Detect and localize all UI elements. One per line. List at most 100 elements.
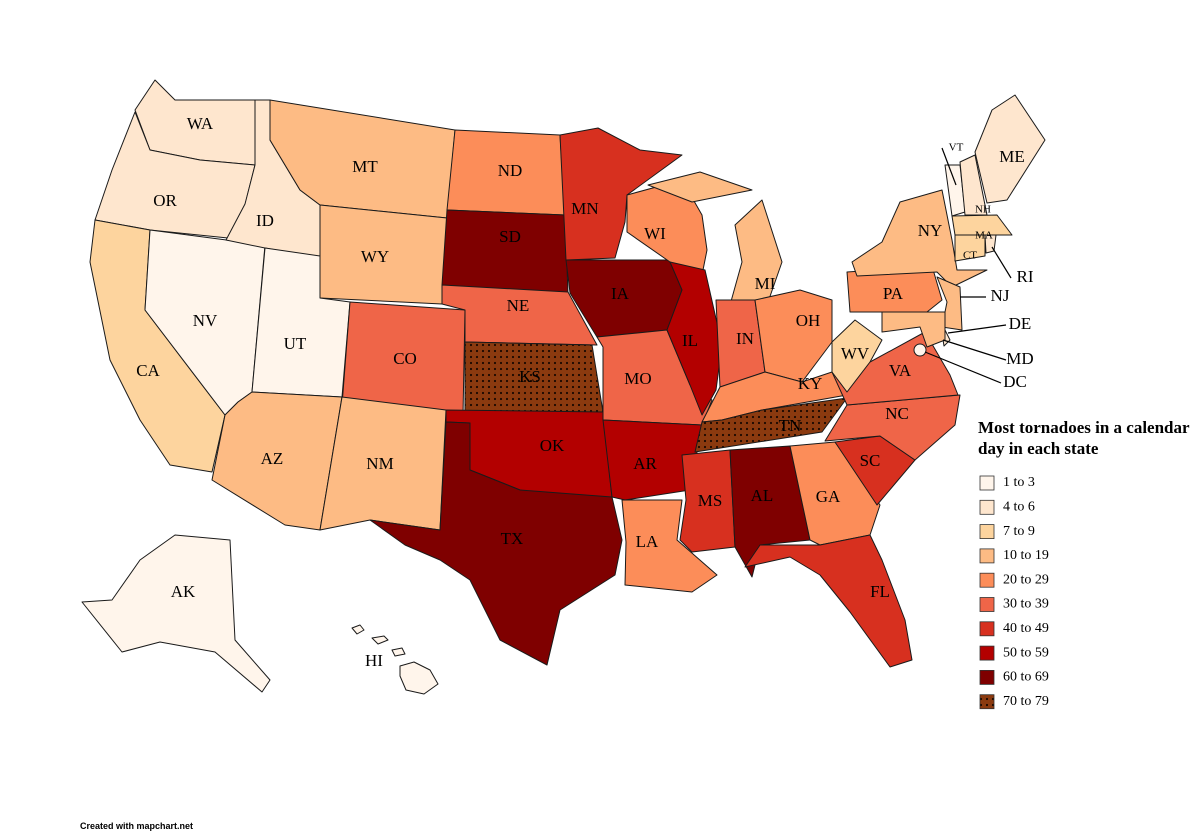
state bbox=[974, 94, 1046, 204]
state bbox=[744, 534, 913, 668]
state-label: GA bbox=[816, 487, 841, 506]
state-label: SD bbox=[499, 227, 521, 246]
state-label: TX bbox=[501, 529, 524, 548]
legend-label: 40 to 49 bbox=[1003, 621, 1049, 636]
states bbox=[81, 79, 1046, 695]
state-label: AK bbox=[171, 582, 196, 601]
legend-label: 60 to 69 bbox=[1003, 670, 1049, 685]
state-label: MN bbox=[571, 199, 598, 218]
state bbox=[369, 421, 623, 666]
credit: Created with mapchart.net bbox=[80, 821, 193, 831]
legend: Most tornadoes in a calendar day in each… bbox=[978, 418, 1190, 710]
legend-swatch bbox=[979, 475, 995, 491]
state bbox=[754, 289, 833, 383]
state-label: MO bbox=[624, 369, 651, 388]
legend-label: 70 to 79 bbox=[1003, 694, 1049, 709]
state-label: TN bbox=[779, 416, 802, 435]
leader-line bbox=[941, 147, 957, 186]
state bbox=[831, 319, 883, 393]
legend-title: day in each state bbox=[978, 439, 1099, 458]
state-label: IA bbox=[611, 284, 630, 303]
state-label: AL bbox=[751, 486, 774, 505]
state-label: NJ bbox=[991, 286, 1010, 305]
state bbox=[851, 189, 988, 288]
state bbox=[666, 261, 723, 416]
state-label: NH bbox=[975, 204, 991, 216]
state-label: HI bbox=[365, 651, 383, 670]
state-label: WV bbox=[841, 344, 870, 363]
state-label: NY bbox=[918, 221, 943, 240]
state-label: NM bbox=[366, 454, 393, 473]
legend-label: 50 to 59 bbox=[1003, 645, 1049, 660]
state-label: KS bbox=[519, 367, 541, 386]
state bbox=[621, 499, 718, 593]
state-label: LA bbox=[636, 532, 659, 551]
leader-line bbox=[924, 351, 1002, 384]
state bbox=[824, 394, 961, 461]
legend-swatch bbox=[979, 548, 995, 564]
state-label: PA bbox=[883, 284, 904, 303]
state-label: ND bbox=[498, 161, 523, 180]
legend-swatch bbox=[979, 572, 995, 588]
state-label: VT bbox=[949, 142, 964, 154]
state-label: NE bbox=[507, 296, 530, 315]
leader-line bbox=[947, 324, 1007, 334]
state-label: WI bbox=[644, 224, 666, 243]
state bbox=[954, 234, 986, 262]
state-label: AZ bbox=[261, 449, 284, 468]
state-label: OH bbox=[796, 311, 821, 330]
state-label: UT bbox=[284, 334, 307, 353]
state-label: IN bbox=[736, 329, 754, 348]
legend-label: 1 to 3 bbox=[1003, 475, 1035, 490]
state-label: SC bbox=[860, 451, 881, 470]
state bbox=[936, 276, 963, 331]
state-label: WA bbox=[187, 114, 214, 133]
legend-title: Most tornadoes in a calendar bbox=[978, 418, 1190, 437]
state-label: MD bbox=[1006, 349, 1033, 368]
state-label: OR bbox=[153, 191, 177, 210]
leader-line bbox=[991, 246, 1012, 279]
leader-line bbox=[942, 339, 1007, 361]
legend-swatch bbox=[979, 670, 995, 685]
legend-swatch bbox=[979, 499, 995, 515]
legend-swatch bbox=[979, 645, 995, 661]
state-label: ME bbox=[999, 147, 1025, 166]
state bbox=[351, 624, 439, 695]
state bbox=[951, 214, 1013, 236]
state-label: MA bbox=[975, 230, 993, 242]
state-label: CA bbox=[136, 361, 160, 380]
state-label: ID bbox=[256, 211, 274, 230]
state-label: RI bbox=[1017, 267, 1034, 286]
state bbox=[81, 534, 271, 693]
state-label: MI bbox=[755, 274, 776, 293]
state-label: NC bbox=[885, 404, 909, 423]
state-label: VA bbox=[889, 361, 912, 380]
state-label: KY bbox=[798, 374, 823, 393]
legend-swatch bbox=[979, 694, 995, 710]
legend-label: 10 to 19 bbox=[1003, 548, 1049, 563]
state-label: FL bbox=[870, 582, 890, 601]
state-label: IL bbox=[682, 331, 698, 350]
state-label: AR bbox=[633, 454, 657, 473]
state-label: OK bbox=[540, 436, 565, 455]
state bbox=[881, 311, 946, 348]
legend-label: 20 to 29 bbox=[1003, 572, 1049, 587]
state bbox=[913, 343, 927, 357]
legend-label: 4 to 6 bbox=[1003, 500, 1035, 515]
state-label: CT bbox=[963, 250, 977, 262]
legend-swatch bbox=[979, 621, 995, 637]
state-label: MT bbox=[352, 157, 378, 176]
state-label: MS bbox=[698, 491, 723, 510]
state-label: WY bbox=[361, 247, 389, 266]
legend-label: 30 to 39 bbox=[1003, 597, 1049, 612]
legend-label: 7 to 9 bbox=[1003, 524, 1035, 539]
legend-swatch bbox=[979, 597, 995, 612]
state-label: DE bbox=[1009, 314, 1032, 333]
state bbox=[441, 209, 569, 294]
state-label: DC bbox=[1003, 372, 1027, 391]
state-label: CO bbox=[393, 349, 417, 368]
state bbox=[602, 419, 703, 501]
legend-swatch bbox=[979, 524, 995, 539]
state-labels: WA OR CA NV ID MT WY UT CO AZ NM ND SD NE KS OK TX MN IA MO… bbox=[136, 114, 1034, 670]
